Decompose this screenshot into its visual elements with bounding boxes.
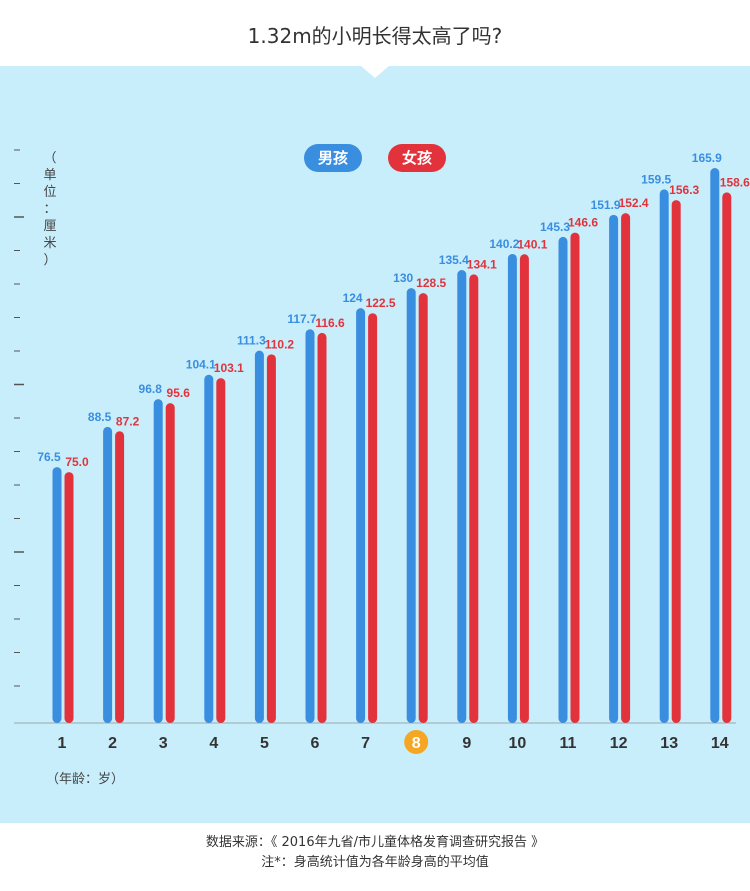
value-label-boy-8: 130 [393,271,413,285]
value-label-boy-5: 111.3 [237,334,266,348]
bar-girl-6 [317,332,327,723]
x-tick-label-1: 1 [58,735,67,752]
bar-girl-2 [115,431,125,723]
bar-boy-2 [103,426,113,723]
bar-girl-7 [368,313,378,723]
value-label-boy-12: 151.9 [591,198,621,212]
value-label-boy-1: 76.5 [37,450,61,464]
value-label-boy-4: 104.1 [186,358,216,372]
value-label-girl-7: 122.5 [366,296,396,310]
x-tick-label-6: 6 [311,735,320,752]
bar-girl-1 [64,472,74,723]
bar-girl-9 [469,274,479,723]
value-label-boy-2: 88.5 [88,410,112,424]
x-tick-label-14: 14 [711,735,729,752]
bar-girl-13 [671,200,681,724]
x-tick-label-2: 2 [108,735,117,752]
x-tick-label-9: 9 [462,735,471,752]
value-label-girl-8: 128.5 [416,276,446,290]
value-label-girl-10: 140.1 [517,237,547,251]
bar-boy-6 [305,329,315,723]
bar-girl-11 [570,232,580,723]
highlight-circle-8 [404,730,429,754]
value-label-girl-5: 110.2 [265,337,295,351]
value-label-boy-9: 135.4 [439,253,469,267]
x-tick-label-7: 7 [361,735,370,752]
header: 1.32m的小明长得太高了吗? [0,0,750,66]
value-label-girl-4: 103.1 [214,361,244,375]
bar-girl-8 [418,293,428,723]
bar-boy-1 [52,467,62,723]
bar-boy-12 [609,214,619,723]
bar-boy-9 [457,270,467,723]
value-label-boy-11: 145.3 [540,220,570,234]
bar-girl-12 [621,213,631,723]
bar-girl-5 [266,354,276,723]
legend-boys: 男孩 [304,144,362,172]
value-label-girl-1: 75.0 [65,455,89,469]
bar-boy-11 [558,236,568,723]
value-label-boy-10: 140.2 [489,237,519,251]
bar-boy-4 [204,374,214,723]
x-tick-label-3: 3 [159,735,168,752]
value-label-boy-7: 124 [343,291,363,305]
value-label-girl-2: 87.2 [116,414,140,428]
bar-girl-4 [216,378,226,723]
value-label-boy-3: 96.8 [139,382,163,396]
bar-boy-8 [406,288,416,723]
footer: 数据来源：《 2016年九省/市儿童体格发育调查研究报告 》 注*：身高统计值为… [0,823,750,891]
bar-boy-3 [153,399,163,723]
bar-girl-10 [519,254,529,723]
value-label-girl-6: 116.6 [315,316,345,330]
x-tick-label-5: 5 [260,735,269,752]
value-label-boy-6: 117.7 [287,312,317,326]
value-label-boy-13: 159.5 [641,172,671,186]
bar-boy-10 [507,253,517,723]
x-tick-label-12: 12 [610,735,628,752]
x-tick-label-11: 11 [560,735,577,752]
bar-girl-14 [722,192,732,724]
value-label-girl-11: 146.6 [568,216,598,230]
legend-girls: 女孩 [388,144,446,172]
footer-note: 注*：身高统计值为各年龄身高的平均值 [261,855,489,870]
bar-boy-14 [710,168,720,723]
header-notch [361,66,389,78]
bar-boy-13 [659,189,669,723]
bar-girl-3 [165,403,175,723]
value-label-girl-9: 134.1 [467,257,497,271]
x-axis-title: （年龄：岁） [46,772,125,787]
x-tick-label-13: 13 [660,735,678,752]
page-title: 1.32m的小明长得太高了吗? [247,24,503,48]
y-unit-label: （单位：厘米） [43,151,57,268]
value-label-boy-14: 165.9 [692,151,722,165]
bar-boy-5 [254,350,264,723]
bar-boy-7 [356,308,366,723]
value-label-girl-3: 95.6 [167,386,191,400]
value-label-girl-12: 152.4 [619,196,649,210]
footer-source: 数据来源：《 2016年九省/市儿童体格发育调查研究报告 》 [205,835,545,850]
value-label-girl-14: 158.6 [720,175,750,189]
x-tick-label-10: 10 [509,735,527,752]
value-label-girl-13: 156.3 [669,183,699,197]
x-tick-label-4: 4 [209,735,218,752]
x-tick-label-8: 8 [412,735,421,752]
